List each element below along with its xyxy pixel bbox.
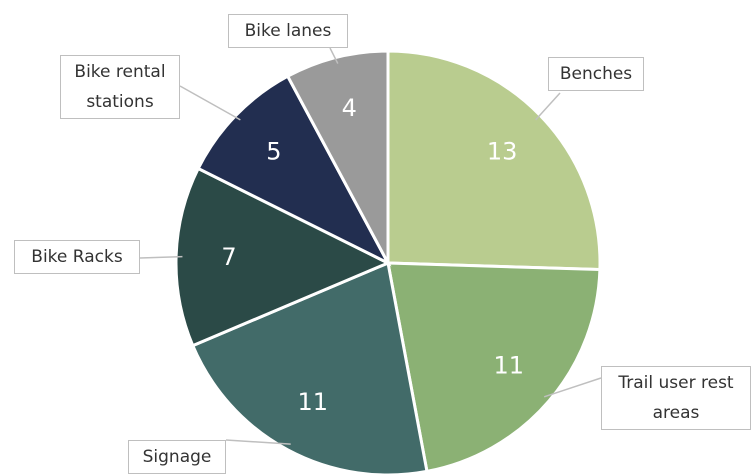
data-label: 4 [342,94,357,122]
leader-line [139,255,183,259]
data-label: 13 [487,137,518,165]
data-label: 7 [221,243,236,271]
category-label: Bike rental stations [60,55,180,119]
category-label: Bike Racks [14,240,140,274]
pie-slice [196,74,392,267]
category-label: Trail user rest areas [601,366,751,430]
pie-slice [285,49,390,264]
leader-line [179,85,241,121]
leader-line [329,47,339,64]
leader-line [543,377,602,398]
pie-slice [190,260,429,474]
category-label: Signage [128,440,226,474]
category-label: Bike lanes [228,14,348,48]
data-label: 5 [266,137,281,165]
pie-slice [386,261,602,474]
data-label: 11 [493,351,524,379]
data-label: 11 [298,388,329,416]
leader-line [535,92,561,121]
leader-line [225,439,291,445]
category-label: Benches [548,57,644,91]
